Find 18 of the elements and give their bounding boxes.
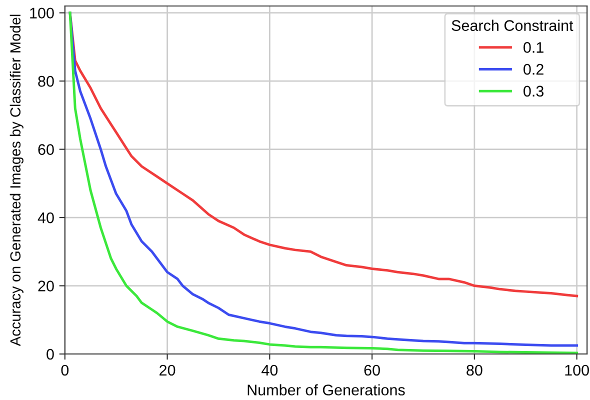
legend-label: 0.2 <box>524 64 544 75</box>
y-tick-label: 20 <box>38 280 54 292</box>
legend-label: 0.3 <box>524 86 544 97</box>
y-tick-label: 40 <box>38 212 54 224</box>
x-axis-title: Number of Generations <box>248 384 405 396</box>
legend-label: 0.1 <box>524 42 544 53</box>
y-tick-label: 0 <box>46 348 54 360</box>
x-tick-label: 40 <box>262 364 278 376</box>
x-tick-label: 0 <box>61 364 69 376</box>
x-tick-label: 20 <box>160 364 176 376</box>
x-tick-label: 100 <box>565 364 589 376</box>
y-tick-label: 80 <box>38 76 54 87</box>
y-tick-label: 60 <box>38 144 54 155</box>
x-tick-label: 80 <box>466 364 482 376</box>
y-tick-label: 100 <box>30 8 54 19</box>
y-axis-title: Accuracy on Generated Images by Classifier Model <box>10 14 24 346</box>
x-tick-label: 60 <box>364 364 380 376</box>
legend-title: Search Constraint <box>452 20 574 31</box>
